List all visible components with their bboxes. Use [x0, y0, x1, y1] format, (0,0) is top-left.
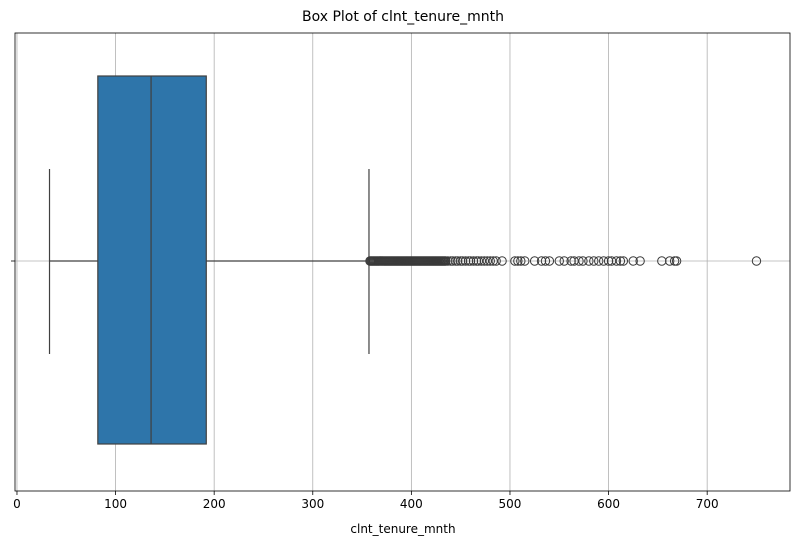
x-tick-label: 100 — [104, 497, 127, 511]
outlier-point — [443, 256, 453, 266]
outlier-point — [468, 256, 479, 266]
outlier-point — [516, 256, 526, 266]
outlier-point — [603, 256, 614, 266]
outlier-point — [574, 256, 584, 266]
x-tick-label: 0 — [13, 497, 21, 511]
outlier-point — [510, 256, 520, 266]
outlier-point — [536, 256, 547, 266]
outlier-points — [365, 256, 762, 266]
x-axis-label: clnt_tenure_mnth — [350, 522, 455, 536]
outlier-point — [584, 256, 594, 266]
outlier-point — [657, 256, 667, 266]
x-tick-label: 500 — [499, 497, 522, 511]
outlier-point — [540, 256, 551, 266]
x-tick-label: 400 — [400, 497, 423, 511]
x-tick-label: 300 — [301, 497, 324, 511]
outlier-point — [671, 256, 682, 266]
plot-frame — [14, 32, 791, 492]
outlier-point — [520, 256, 530, 266]
outlier-point — [513, 256, 523, 266]
outlier-point — [448, 256, 458, 266]
x-axis: 0 100 200 300 400 500 600 700 — [11, 260, 719, 511]
outlier-point — [529, 256, 540, 266]
outlier-point — [457, 256, 468, 266]
outlier-point — [544, 256, 555, 266]
outlier-point — [589, 256, 599, 266]
outlier-point — [566, 256, 576, 266]
outlier-point — [465, 256, 476, 266]
outlier-point — [751, 256, 762, 266]
outlier-point — [559, 256, 569, 266]
x-tick-label: 200 — [203, 497, 226, 511]
box-group — [48, 75, 370, 445]
x-tick-label: 700 — [696, 497, 719, 511]
outlier-point — [460, 256, 471, 266]
x-tick-label: 600 — [597, 497, 620, 511]
outlier-point — [611, 256, 622, 266]
outlier-point — [598, 256, 609, 266]
outlier-point — [491, 256, 501, 266]
iqr-box — [97, 75, 207, 445]
outlier-point — [485, 256, 495, 266]
outlier-point — [453, 256, 463, 266]
outlier-point — [618, 256, 629, 266]
outlier-point — [554, 256, 564, 266]
outlier-point — [497, 256, 507, 266]
outlier-point — [635, 256, 645, 266]
outlier-point — [615, 256, 626, 266]
outlier-point — [594, 256, 604, 266]
chart-title: Box Plot of clnt_tenure_mnth — [302, 9, 504, 25]
outlier-point — [665, 256, 675, 266]
outlier-point — [578, 256, 588, 266]
outlier-point — [628, 256, 638, 266]
